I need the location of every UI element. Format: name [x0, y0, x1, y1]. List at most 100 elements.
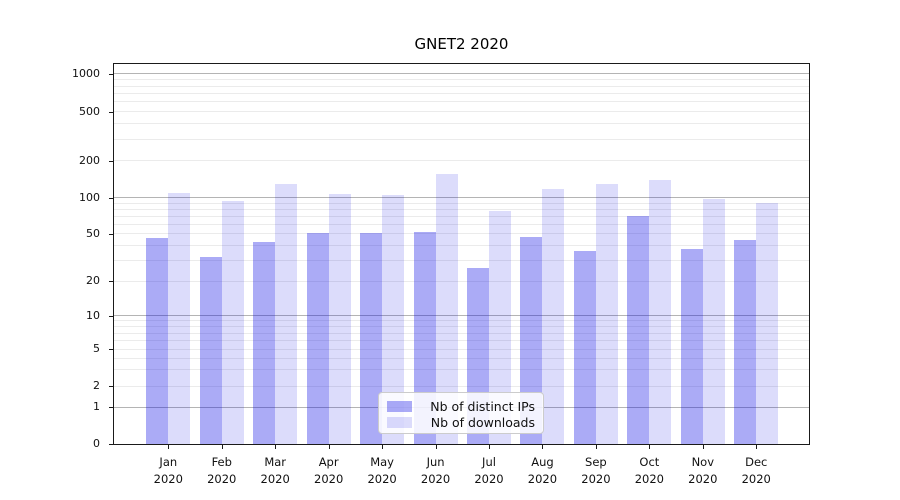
y-tick-mark: [109, 233, 113, 235]
x-tick-label: Dec 2020: [724, 454, 788, 487]
gridline-minor: [114, 160, 809, 161]
bar-downloads: [756, 202, 779, 444]
gridline-minor: [114, 233, 809, 234]
gridline-minor: [114, 216, 809, 217]
y-tick-label: 0: [93, 437, 100, 450]
bar-distinct-ips: [360, 232, 383, 444]
bar-distinct-ips: [680, 249, 703, 444]
y-tick-mark: [109, 386, 113, 388]
gridline-minor: [114, 260, 809, 261]
bar-downloads: [382, 195, 405, 444]
gridline-major: [114, 73, 809, 74]
x-tick-label: Oct 2020: [617, 454, 681, 487]
x-tick-label: Mar 2020: [243, 454, 307, 487]
bar-downloads: [168, 192, 191, 444]
y-tick-mark: [109, 315, 113, 317]
bar-distinct-ips: [253, 241, 276, 444]
x-tick-year: 2020: [153, 471, 183, 486]
x-tick-year: 2020: [741, 471, 771, 486]
x-tick-label: Feb 2020: [190, 454, 254, 487]
gridline-minor: [114, 224, 809, 225]
x-tick-mark: [649, 445, 651, 449]
bar-distinct-ips: [199, 257, 222, 444]
legend-label: Nb of distinct IPs: [430, 398, 535, 414]
x-tick-mark: [489, 445, 490, 449]
legend-swatch-distinct-ips: [387, 400, 412, 412]
gridline-minor: [114, 209, 809, 210]
x-tick-label: Apr 2020: [297, 454, 361, 487]
y-tick-mark: [109, 160, 113, 162]
gridline-minor: [114, 358, 809, 359]
y-tick-label: 1000: [72, 66, 100, 80]
bar-downloads: [702, 198, 725, 444]
bar-distinct-ips: [146, 238, 169, 444]
x-tick-year: 2020: [474, 471, 504, 486]
gridline-minor: [114, 281, 809, 282]
gridline-minor: [114, 349, 809, 350]
bar-distinct-ips: [413, 231, 436, 444]
gridline-minor: [114, 79, 809, 80]
y-tick-label: 1: [93, 400, 100, 414]
bar-distinct-ips: [627, 216, 650, 444]
gridline-minor: [114, 245, 809, 246]
bar-downloads: [221, 201, 244, 444]
y-tick-mark: [109, 197, 113, 199]
gridline-minor: [114, 139, 809, 140]
y-tick-mark: [109, 281, 113, 283]
x-tick-mark: [435, 445, 437, 449]
x-tick-month: Dec: [745, 455, 768, 469]
x-tick-mark: [328, 445, 330, 449]
plot-area: Nb of distinct IPs Nb of downloads: [113, 63, 810, 445]
gridline-minor: [114, 333, 809, 334]
x-tick-mark: [168, 445, 170, 449]
x-tick-month: Mar: [264, 455, 287, 469]
y-tick-mark: [109, 111, 113, 113]
legend-swatch-downloads: [387, 416, 412, 428]
y-tick-label: 5: [93, 342, 100, 356]
gridline-minor: [114, 86, 809, 87]
x-tick-year: 2020: [207, 471, 237, 486]
gridline-minor: [114, 101, 809, 102]
x-tick-year: 2020: [688, 471, 718, 486]
gridline-minor: [114, 111, 809, 112]
y-tick-mark: [109, 349, 113, 351]
legend: Nb of distinct IPs Nb of downloads: [378, 392, 544, 434]
bar-downloads: [595, 183, 618, 444]
y-tick-mark: [109, 73, 113, 75]
bar-downloads: [275, 183, 298, 444]
x-tick-label: Aug 2020: [510, 454, 574, 487]
x-tick-mark: [382, 445, 384, 449]
x-tick-month: Apr: [318, 455, 339, 469]
y-tick-label: 10: [86, 308, 100, 322]
chart-title: GNET2 2020: [414, 35, 509, 53]
y-tick-label: 500: [79, 104, 100, 118]
x-tick-month: Oct: [639, 455, 660, 469]
x-tick-label: Sep 2020: [564, 454, 628, 487]
x-tick-year: 2020: [527, 471, 558, 486]
y-tick-label: 200: [79, 153, 100, 167]
x-axis: Jan 2020 Feb 2020 Mar 2020 Apr 2020 May 2020 Jun 20…: [113, 445, 810, 500]
y-axis: 0 1 2 5 10 20 50 100 200 500 1000: [0, 63, 113, 450]
y-tick-label: 2: [93, 379, 100, 393]
x-tick-label: May 2020: [350, 454, 414, 487]
legend-label: Nb of downloads: [430, 414, 535, 430]
x-tick-month: Jul: [482, 455, 496, 469]
gridline-minor: [114, 369, 809, 370]
bar-distinct-ips: [573, 250, 596, 444]
x-tick-mark: [221, 445, 223, 449]
x-tick-month: Jun: [426, 455, 445, 469]
x-tick-year: 2020: [314, 471, 344, 486]
bar-downloads: [542, 188, 565, 444]
x-tick-mark: [702, 445, 704, 449]
plot-canvas: [114, 64, 809, 444]
bar-distinct-ips: [306, 232, 329, 444]
x-tick-month: Nov: [691, 455, 715, 469]
bar-distinct-ips: [734, 240, 757, 444]
x-tick-mark: [542, 445, 544, 449]
bar-downloads: [489, 210, 511, 444]
x-tick-mark: [756, 445, 758, 449]
x-tick-month: May: [370, 455, 394, 469]
gridline-minor: [114, 326, 809, 327]
gridline-minor: [114, 386, 809, 387]
